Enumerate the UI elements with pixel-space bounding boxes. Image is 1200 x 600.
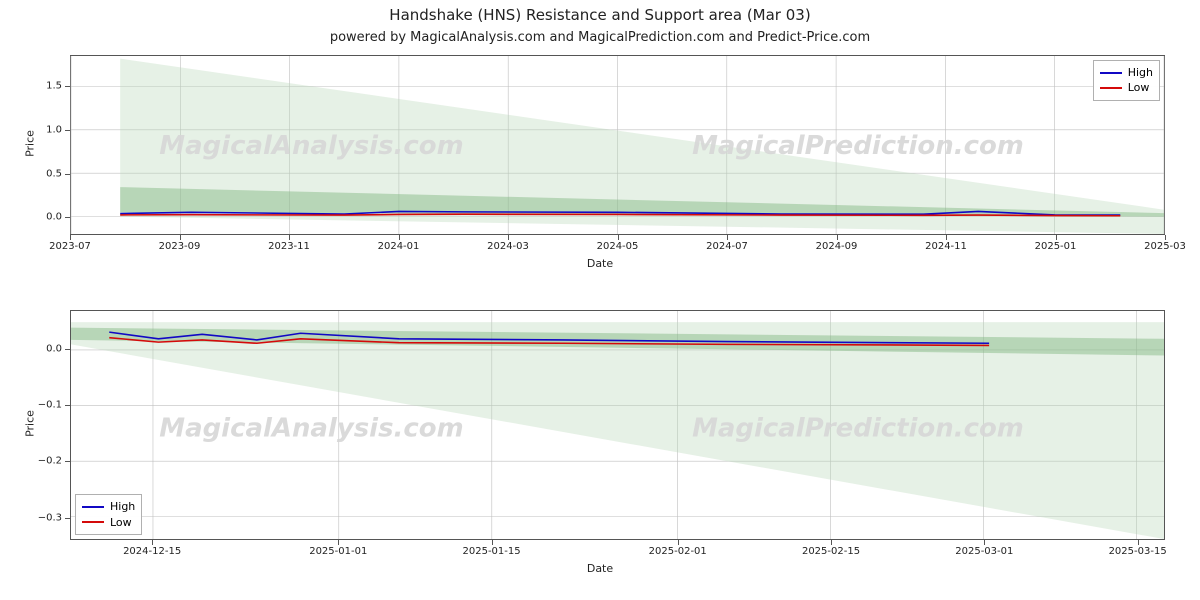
legend-swatch [1100,87,1122,89]
x-tick-mark [508,235,509,240]
x-tick-mark [618,235,619,240]
legend-label: High [110,499,135,514]
x-tick-mark [399,235,400,240]
x-tick-label: 2024-12-15 [123,546,181,557]
x-tick-mark [70,235,71,240]
watermark-text: MagicalPrediction.com [692,413,1024,443]
y-tick-label: −0.1 [30,400,62,411]
x-tick-label: 2023-11 [268,241,310,252]
y-tick-mark [65,217,70,218]
x-tick-mark [338,540,339,545]
x-tick-label: 2024-03 [487,241,529,252]
legend-swatch [82,506,104,508]
y-tick-mark [65,405,70,406]
x-tick-label: 2025-03 [1144,241,1186,252]
x-tick-mark [1056,235,1057,240]
legend-label: Low [110,515,132,530]
x-tick-label: 2024-11 [925,241,967,252]
bottom-x-axis-label: Date [0,562,1200,575]
watermark-text: MagicalPrediction.com [692,131,1024,161]
x-tick-mark [678,540,679,545]
watermark-text: MagicalAnalysis.com [159,413,463,443]
x-tick-mark [837,235,838,240]
x-tick-label: 2025-03-15 [1109,546,1167,557]
y-tick-mark [65,130,70,131]
x-tick-mark [289,235,290,240]
y-tick-label: 0.5 [30,168,62,179]
x-tick-mark [492,540,493,545]
x-tick-mark [727,235,728,240]
x-tick-mark [984,540,985,545]
y-tick-mark [65,174,70,175]
y-tick-label: 0.0 [30,212,62,223]
x-tick-mark [1138,540,1139,545]
x-tick-mark [1165,235,1166,240]
x-tick-label: 2025-01 [1035,241,1077,252]
x-tick-mark [946,235,947,240]
x-tick-mark [180,235,181,240]
x-tick-mark [831,540,832,545]
x-tick-label: 2024-09 [816,241,858,252]
legend-swatch [82,521,104,523]
legend-item: Low [82,515,135,530]
x-tick-mark [152,540,153,545]
y-tick-mark [65,349,70,350]
y-tick-mark [65,461,70,462]
legend-item: High [82,499,135,514]
x-tick-label: 2024-05 [597,241,639,252]
y-tick-label: 1.0 [30,124,62,135]
bottom-price-panel: MagicalAnalysis.com MagicalPrediction.com… [70,310,1165,540]
top-x-axis-label: Date [0,257,1200,270]
x-tick-label: 2025-02-01 [649,546,707,557]
bottom-panel-svg: MagicalAnalysis.com MagicalPrediction.com [71,311,1164,539]
y-tick-label: 1.5 [30,80,62,91]
legend-top: HighLow [1093,60,1160,101]
y-tick-label: −0.2 [30,456,62,467]
figure: Handshake (HNS) Resistance and Support a… [0,0,1200,600]
x-tick-label: 2025-01-15 [463,546,521,557]
y-tick-label: −0.3 [30,512,62,523]
chart-title: Handshake (HNS) Resistance and Support a… [0,6,1200,24]
x-tick-label: 2024-01 [378,241,420,252]
x-tick-label: 2025-01-01 [309,546,367,557]
legend-bottom: HighLow [75,494,142,535]
y-tick-mark [65,86,70,87]
top-price-panel: MagicalAnalysis.com MagicalPrediction.com… [70,55,1165,235]
x-tick-label: 2025-03-01 [955,546,1013,557]
legend-item: Low [1100,80,1153,95]
legend-label: High [1128,65,1153,80]
legend-item: High [1100,65,1153,80]
legend-swatch [1100,72,1122,74]
y-tick-label: 0.0 [30,344,62,355]
x-tick-label: 2023-09 [159,241,201,252]
legend-label: Low [1128,80,1150,95]
x-tick-label: 2024-07 [706,241,748,252]
watermark-text: MagicalAnalysis.com [159,131,463,161]
top-panel-svg: MagicalAnalysis.com MagicalPrediction.com [71,56,1164,234]
x-tick-label: 2023-07 [49,241,91,252]
x-tick-label: 2025-02-15 [802,546,860,557]
y-tick-mark [65,518,70,519]
chart-subtitle: powered by MagicalAnalysis.com and Magic… [0,30,1200,45]
